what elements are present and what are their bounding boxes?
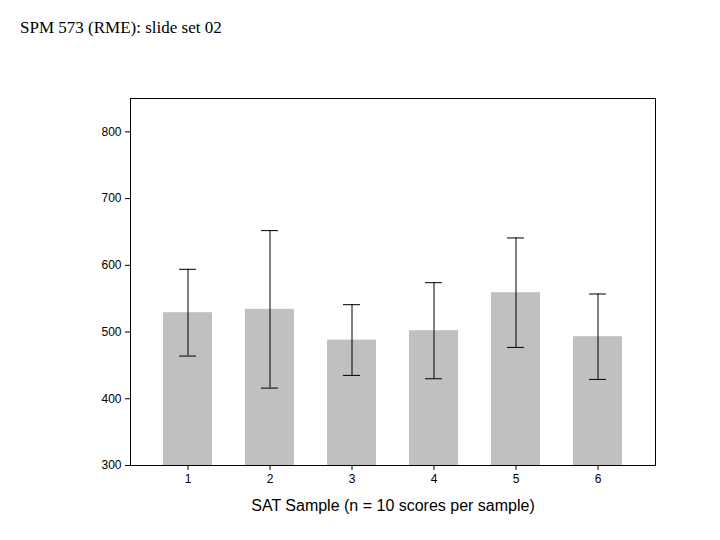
- svg-text:5: 5: [513, 472, 520, 486]
- svg-text:6: 6: [595, 472, 602, 486]
- svg-text:2: 2: [267, 472, 274, 486]
- html-text:SPM 573 (RME): slide set 02: SPM 573 (RME): slide set 02: [20, 18, 222, 37]
- svg-text:SAT Sample (n = 10 scores per: SAT Sample (n = 10 scores per sample): [251, 497, 535, 514]
- svg-text:600: 600: [101, 258, 121, 272]
- svg-text:500: 500: [101, 325, 121, 339]
- svg-text:700: 700: [101, 191, 121, 205]
- svg-text:800: 800: [101, 125, 121, 139]
- svg-text:400: 400: [101, 392, 121, 406]
- svg-text:1: 1: [185, 472, 192, 486]
- svg-text:4: 4: [431, 472, 438, 486]
- svg-text:300: 300: [101, 458, 121, 472]
- svg-text:3: 3: [349, 472, 356, 486]
